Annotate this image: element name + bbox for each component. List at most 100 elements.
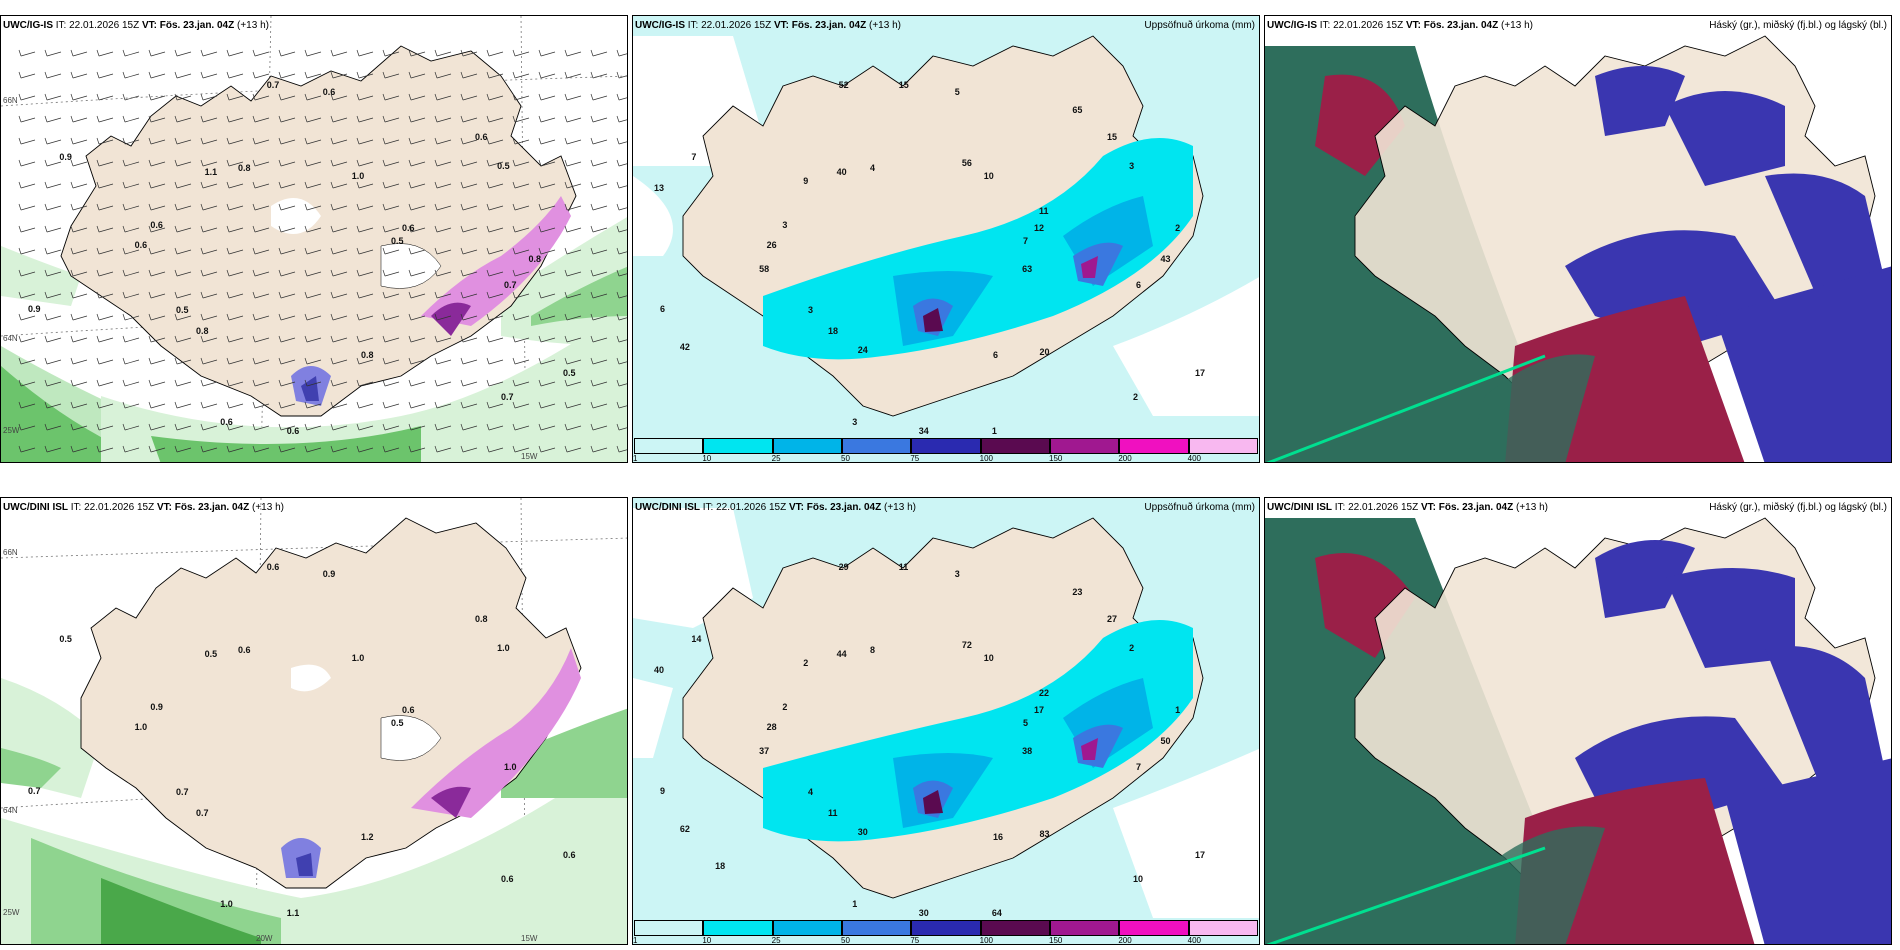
wind-barb bbox=[356, 225, 374, 233]
wind-barb bbox=[226, 203, 244, 211]
wind-barb bbox=[70, 225, 88, 233]
precip-map bbox=[633, 498, 1259, 944]
wind-barb bbox=[122, 269, 140, 277]
wind-barb bbox=[616, 269, 627, 277]
wind-barb bbox=[44, 379, 62, 387]
wind-barb bbox=[252, 379, 270, 387]
wind-barb bbox=[174, 181, 192, 189]
wind-barb bbox=[226, 269, 244, 277]
wind-barb bbox=[460, 379, 478, 387]
panel-clouds-dini: UWC/DINI ISL IT: 22.01.2026 15Z VT: Fös.… bbox=[1264, 497, 1892, 945]
colorbar-swatch bbox=[1050, 438, 1120, 454]
wind-barb bbox=[356, 203, 374, 211]
value-label: 24 bbox=[857, 344, 868, 355]
wind-barb bbox=[590, 291, 608, 299]
value-label: 3 bbox=[782, 220, 788, 231]
wind-barb bbox=[252, 137, 270, 145]
green-wind-shading bbox=[1, 217, 627, 462]
colorbar-tick: 25 bbox=[771, 936, 781, 945]
value-label: 28 bbox=[766, 722, 777, 733]
wind-barb bbox=[460, 313, 478, 321]
wind-barb bbox=[408, 159, 426, 167]
wind-barb bbox=[512, 115, 530, 123]
wind-barb bbox=[304, 401, 322, 409]
wind-barb bbox=[278, 115, 296, 123]
wind-barb bbox=[486, 49, 504, 57]
value-label: 0.5 bbox=[497, 161, 510, 172]
wind-barb bbox=[96, 313, 114, 321]
value-label: 10 bbox=[983, 170, 994, 181]
wind-barb bbox=[44, 181, 62, 189]
wind-barb bbox=[382, 401, 400, 409]
wind-barb bbox=[18, 49, 36, 57]
wind-barb bbox=[174, 159, 192, 167]
wind-barb bbox=[434, 335, 452, 343]
value-label: 0.8 bbox=[528, 253, 542, 264]
wind-barb bbox=[486, 379, 504, 387]
value-label: 13 bbox=[654, 183, 665, 194]
value-label: 40 bbox=[654, 665, 665, 676]
wind-barb bbox=[564, 49, 582, 57]
value-label: 0.7 bbox=[503, 280, 517, 291]
panel-title: UWC/DINI ISL IT: 22.01.2026 15Z VT: Fös.… bbox=[635, 502, 916, 513]
wind-barb bbox=[70, 247, 88, 255]
value-label: 27 bbox=[1106, 613, 1117, 624]
wind-barb bbox=[616, 335, 627, 343]
wind-barb bbox=[408, 225, 426, 233]
wind-barb bbox=[564, 203, 582, 211]
wind-barb bbox=[538, 335, 556, 343]
value-label: 6 bbox=[1135, 280, 1141, 291]
lat-label: 66N bbox=[3, 548, 18, 557]
wind-barb bbox=[512, 335, 530, 343]
wind-barb bbox=[538, 159, 556, 167]
wind-barb bbox=[382, 445, 400, 453]
wind-barb bbox=[278, 401, 296, 409]
wind-barb bbox=[44, 225, 62, 233]
value-label: 26 bbox=[766, 240, 777, 251]
wind-barb bbox=[226, 423, 244, 431]
wind-barb bbox=[616, 71, 627, 79]
wind-barb bbox=[356, 71, 374, 79]
wind-barb bbox=[356, 181, 374, 189]
wind-barb bbox=[564, 159, 582, 167]
wind-barb bbox=[122, 313, 140, 321]
wind-barb bbox=[616, 379, 627, 387]
colorbar-swatch bbox=[772, 920, 842, 936]
wind-barb bbox=[512, 137, 530, 145]
wind-barb bbox=[200, 225, 218, 233]
wind-barb bbox=[200, 379, 218, 387]
panel-title: UWC/DINI ISL IT: 22.01.2026 15Z VT: Fös.… bbox=[1267, 502, 1548, 513]
wind-barb bbox=[278, 357, 296, 365]
value-label: 16 bbox=[992, 832, 1003, 843]
wind-barb bbox=[616, 313, 627, 321]
value-label: 4 bbox=[869, 163, 875, 174]
wind-barb bbox=[278, 247, 296, 255]
value-label: 0.5 bbox=[391, 718, 404, 728]
wind-barb bbox=[356, 93, 374, 101]
wind-barb bbox=[96, 379, 114, 387]
wind-barb bbox=[226, 291, 244, 299]
wind-barb bbox=[148, 247, 166, 255]
wind-barb bbox=[252, 71, 270, 79]
wind-barb bbox=[96, 71, 114, 79]
wind-barb bbox=[148, 159, 166, 167]
wind-barb bbox=[96, 401, 114, 409]
wind-barb bbox=[174, 115, 192, 123]
wind-barb bbox=[460, 225, 478, 233]
wind-barb bbox=[18, 335, 36, 343]
wind-barb bbox=[70, 291, 88, 299]
wind-barb bbox=[564, 335, 582, 343]
wind-barb bbox=[512, 379, 530, 387]
value-label: 0.6 bbox=[500, 874, 514, 885]
wind-barb bbox=[122, 181, 140, 189]
wind-barb bbox=[122, 291, 140, 299]
value-label: 0.6 bbox=[150, 220, 163, 231]
wind-barb bbox=[408, 445, 426, 453]
wind-barb bbox=[408, 93, 426, 101]
lon-label: 25W bbox=[3, 426, 20, 435]
wind-barb bbox=[226, 181, 244, 189]
colorbar-tick: 200 bbox=[1118, 936, 1132, 945]
precip-colorbar: 1 10 25 50 75 100 150 200 400 bbox=[633, 918, 1259, 944]
wind-barb bbox=[330, 423, 348, 431]
wind-barb bbox=[564, 445, 582, 453]
